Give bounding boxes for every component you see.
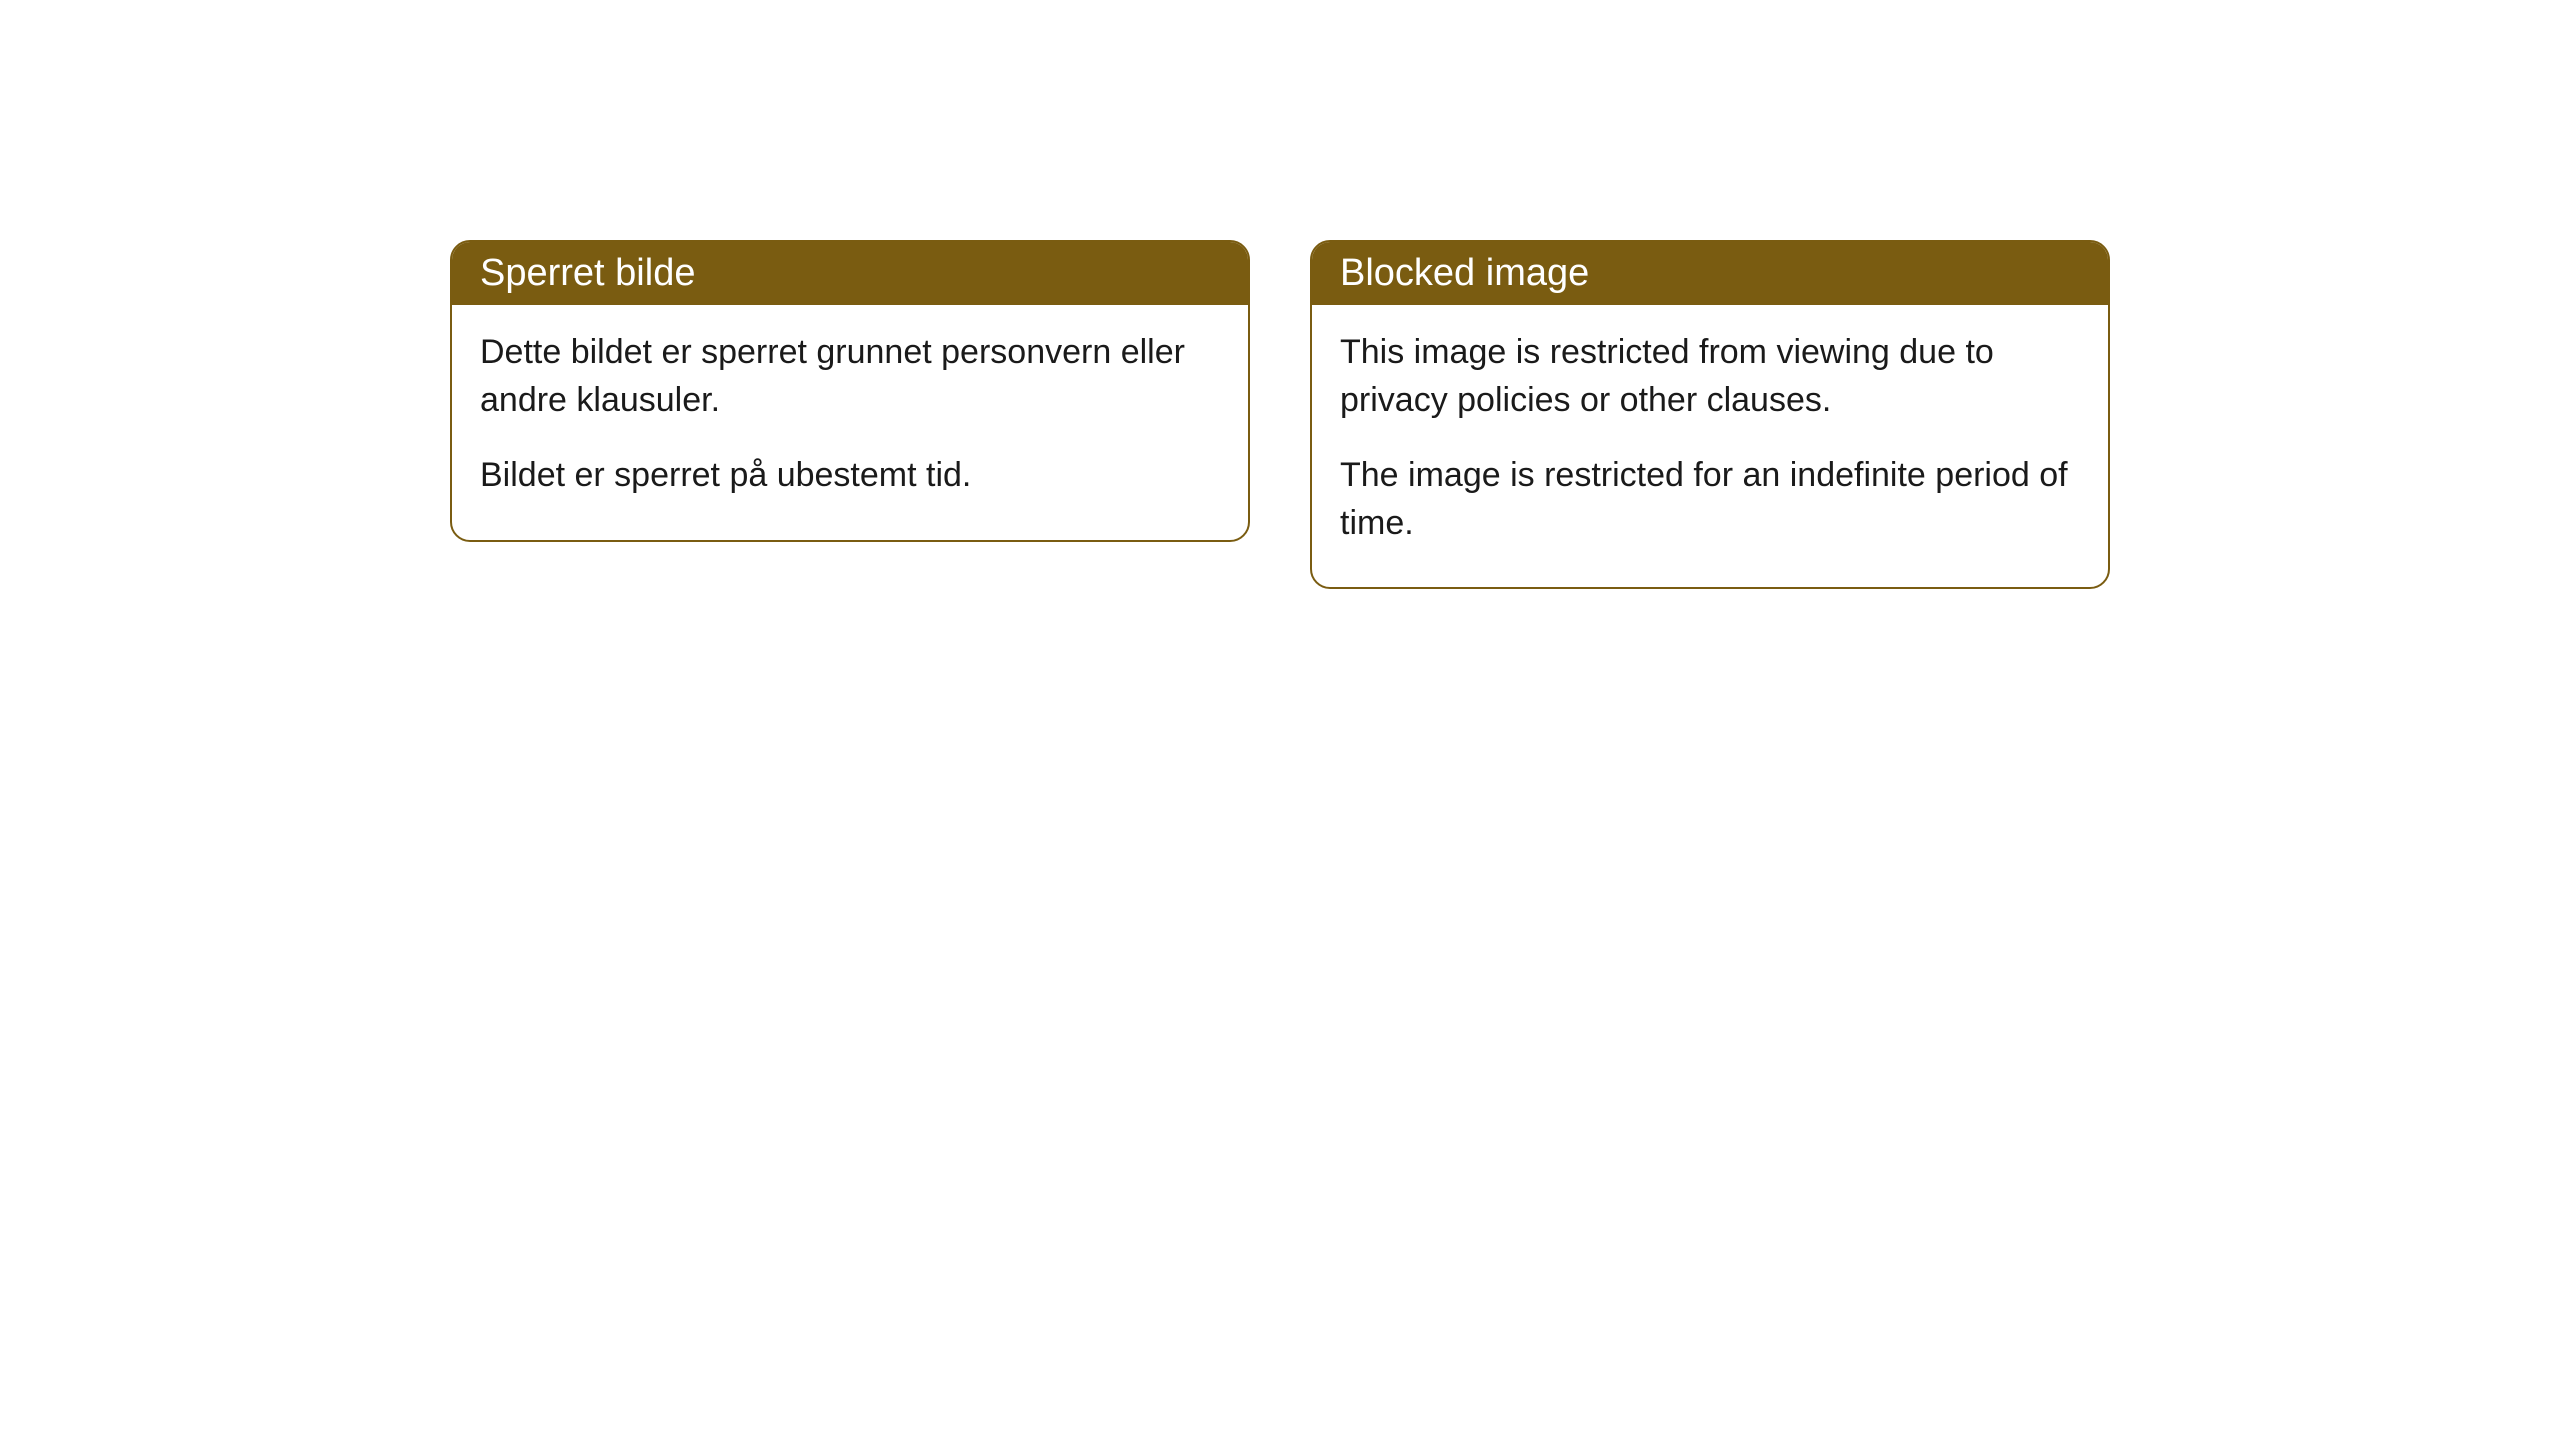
notice-paragraph: Bildet er sperret på ubestemt tid. bbox=[480, 452, 1220, 500]
notice-body-norwegian: Dette bildet er sperret grunnet personve… bbox=[452, 305, 1248, 540]
notice-body-english: This image is restricted from viewing du… bbox=[1312, 305, 2108, 587]
notice-header-english: Blocked image bbox=[1312, 242, 2108, 305]
notice-paragraph: This image is restricted from viewing du… bbox=[1340, 329, 2080, 424]
notice-card-norwegian: Sperret bilde Dette bildet er sperret gr… bbox=[450, 240, 1250, 542]
notice-header-norwegian: Sperret bilde bbox=[452, 242, 1248, 305]
notice-card-english: Blocked image This image is restricted f… bbox=[1310, 240, 2110, 589]
notice-paragraph: The image is restricted for an indefinit… bbox=[1340, 452, 2080, 547]
notice-container: Sperret bilde Dette bildet er sperret gr… bbox=[450, 240, 2110, 1440]
notice-paragraph: Dette bildet er sperret grunnet personve… bbox=[480, 329, 1220, 424]
